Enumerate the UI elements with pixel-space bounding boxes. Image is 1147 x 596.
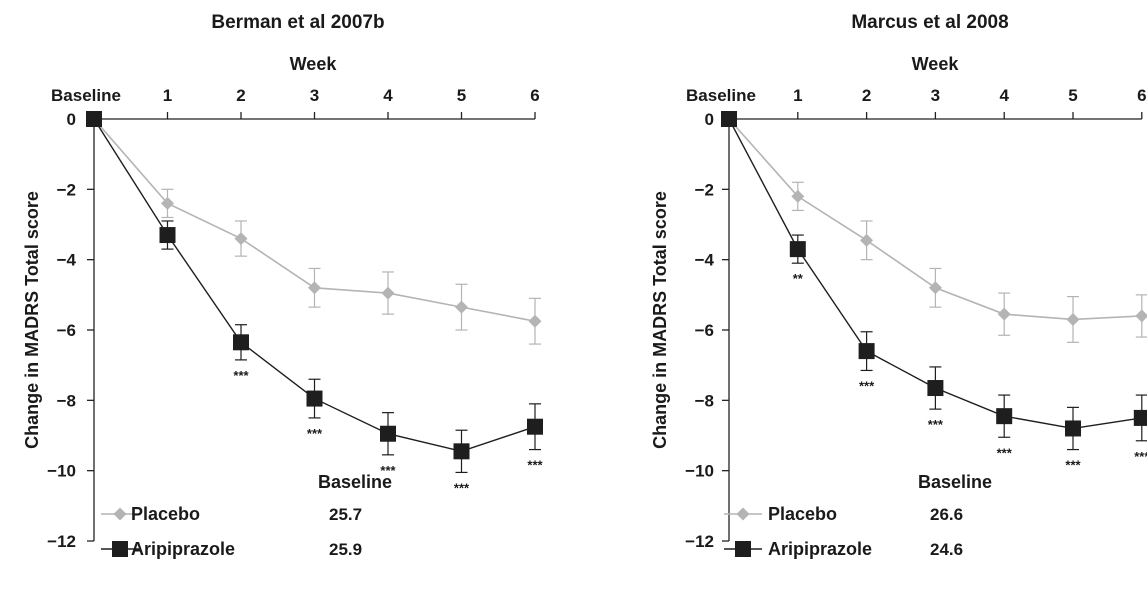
- x-tick-label: 6: [530, 86, 539, 105]
- chart-panel-2: Marcus et al 2008 Week 0 −2 −4 −6 −8 −10 −12 Base…: [650, 12, 1147, 559]
- y-tick-label: −2: [695, 180, 714, 199]
- significance-label: ***: [997, 445, 1013, 460]
- significance-label: **: [793, 271, 804, 286]
- data-point: [527, 418, 543, 435]
- data-point: [997, 307, 1011, 321]
- legend-baseline-value: 25.7: [329, 505, 362, 524]
- data-point: [234, 232, 248, 246]
- data-point: [1133, 409, 1147, 426]
- data-point: [928, 281, 942, 295]
- x-tick-label: 2: [236, 86, 245, 105]
- legend-marker: [112, 541, 128, 557]
- y-tick-label: −12: [685, 532, 714, 551]
- y-tick-label: −4: [57, 251, 77, 270]
- chart-title: Marcus et al 2008: [851, 12, 1008, 33]
- significance-label: ***: [1134, 449, 1147, 464]
- x-tick-label: Baseline: [51, 86, 121, 105]
- legend-label: Placebo: [768, 504, 837, 524]
- data-point: [791, 189, 805, 203]
- data-point: [927, 380, 944, 397]
- x-tick-label: 4: [999, 86, 1009, 105]
- x-tick-label: 3: [310, 86, 319, 105]
- data-point: [161, 196, 174, 210]
- significance-label: ***: [1065, 458, 1081, 473]
- significance-label: ***: [380, 463, 396, 478]
- legend-marker: [735, 541, 751, 557]
- x-tick-label: 1: [793, 86, 802, 105]
- y-tick-label: −8: [57, 391, 76, 410]
- series-aripiprazole: *** *** *** *** ***: [86, 111, 544, 495]
- y-tick-label: −10: [685, 462, 714, 481]
- y-tick-label: 0: [67, 110, 76, 129]
- series-placebo: [93, 118, 542, 345]
- data-point: [453, 443, 470, 460]
- data-point: [858, 343, 875, 360]
- legend-header: Baseline: [318, 472, 392, 492]
- data-point: [380, 425, 396, 442]
- data-point: [721, 111, 737, 127]
- data-point: [1066, 312, 1080, 326]
- legend-baseline-value: 25.9: [329, 540, 362, 559]
- significance-label: ***: [928, 417, 944, 432]
- legend-marker: [736, 507, 750, 521]
- x-tick-label: 2: [862, 86, 871, 105]
- data-point: [159, 227, 176, 244]
- y-tick-label: 0: [705, 110, 714, 129]
- legend-baseline-value: 24.6: [930, 540, 963, 559]
- chart-panel-1: Berman et al 2007b Week 0 −2 −4 −6 −8 −10 −12 Bas…: [22, 12, 544, 559]
- y-tick-label: −12: [47, 532, 76, 551]
- x-axis-title: Week: [290, 54, 338, 74]
- x-axis-title: Week: [912, 54, 960, 74]
- x-tick-label: 6: [1137, 86, 1146, 105]
- significance-label: ***: [454, 480, 470, 495]
- data-point: [789, 241, 806, 258]
- legend: Baseline Placebo 25.7 Aripiprazole 25.9: [101, 472, 392, 559]
- data-point: [306, 390, 323, 407]
- data-point: [233, 334, 249, 351]
- x-tick-label: 3: [931, 86, 940, 105]
- data-point: [381, 286, 395, 300]
- y-axis-title: Change in MADRS Total score: [650, 191, 670, 449]
- data-point: [308, 281, 321, 295]
- significance-label: ***: [859, 378, 875, 393]
- data-point: [528, 314, 542, 328]
- y-tick-label: −4: [695, 251, 715, 270]
- legend-label: Placebo: [131, 504, 200, 524]
- data-point: [86, 111, 102, 127]
- data-point: [1065, 420, 1081, 437]
- series-placebo: [728, 118, 1147, 343]
- data-point: [996, 408, 1013, 425]
- x-tick-label: 4: [383, 86, 393, 105]
- y-tick-label: −8: [695, 391, 714, 410]
- x-tick-label: 5: [1068, 86, 1077, 105]
- x-tick-label: 5: [457, 86, 466, 105]
- legend-baseline-value: 26.6: [930, 505, 963, 524]
- significance-label: ***: [527, 458, 543, 473]
- legend: Baseline Placebo 26.6 Aripiprazole 24.6: [724, 472, 992, 559]
- series-aripiprazole: *****************: [721, 111, 1147, 473]
- x-tick-label: Baseline: [686, 86, 756, 105]
- legend-label: Aripiprazole: [131, 539, 235, 559]
- y-axis-title: Change in MADRS Total score: [22, 191, 42, 449]
- data-point: [860, 233, 874, 247]
- legend-marker: [113, 507, 127, 521]
- y-tick-label: −10: [47, 462, 76, 481]
- y-tick-label: −6: [695, 321, 714, 340]
- significance-label: ***: [233, 368, 249, 383]
- y-tick-label: −2: [57, 180, 76, 199]
- legend-header: Baseline: [918, 472, 992, 492]
- data-point: [1135, 309, 1147, 323]
- chart-title: Berman et al 2007b: [211, 12, 384, 33]
- data-point: [455, 300, 468, 314]
- significance-label: ***: [307, 426, 323, 441]
- x-tick-label: 1: [163, 86, 172, 105]
- y-tick-label: −6: [57, 321, 76, 340]
- legend-label: Aripiprazole: [768, 539, 872, 559]
